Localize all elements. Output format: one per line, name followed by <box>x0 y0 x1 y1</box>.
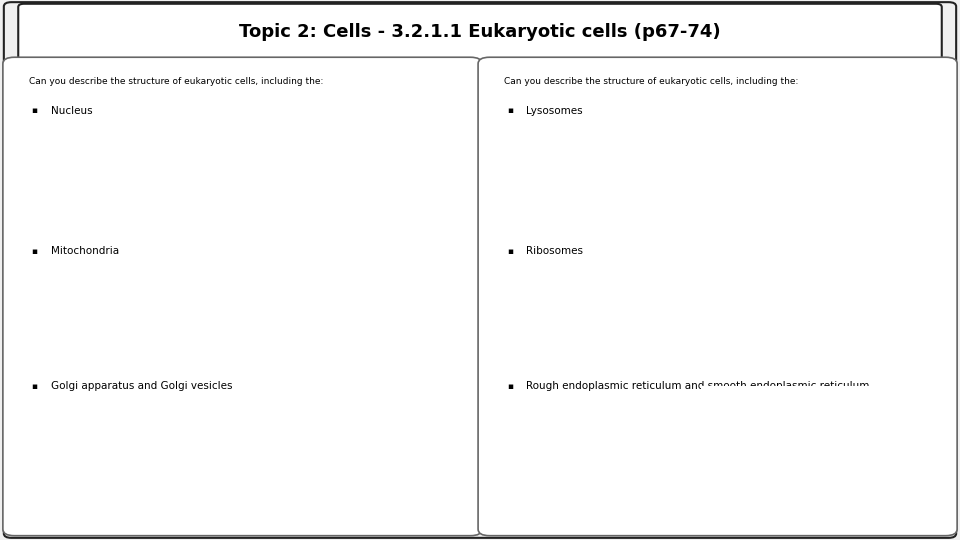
FancyBboxPatch shape <box>715 92 922 230</box>
FancyBboxPatch shape <box>701 386 926 513</box>
Text: Mitochondria: Mitochondria <box>51 246 119 256</box>
Text: ▪: ▪ <box>507 106 513 115</box>
Text: Rough endoplasmic reticulum and smooth endoplasmic reticulum: Rough endoplasmic reticulum and smooth e… <box>526 381 870 391</box>
Text: ▪: ▪ <box>32 382 37 390</box>
FancyBboxPatch shape <box>245 108 451 270</box>
FancyBboxPatch shape <box>3 57 482 536</box>
Text: ▪: ▪ <box>507 382 513 390</box>
FancyBboxPatch shape <box>317 418 427 521</box>
FancyBboxPatch shape <box>206 418 307 521</box>
FancyBboxPatch shape <box>478 57 957 536</box>
FancyBboxPatch shape <box>245 281 451 400</box>
Text: Can you describe the structure of eukaryotic cells, including the:: Can you describe the structure of eukary… <box>29 77 324 86</box>
FancyBboxPatch shape <box>18 4 942 60</box>
Text: ▪: ▪ <box>32 247 37 255</box>
Text: Golgi apparatus and Golgi vesicles: Golgi apparatus and Golgi vesicles <box>51 381 232 391</box>
FancyBboxPatch shape <box>4 2 956 538</box>
Text: Can you describe the structure of eukaryotic cells, including the:: Can you describe the structure of eukary… <box>504 77 799 86</box>
Text: Ribosomes: Ribosomes <box>526 246 583 256</box>
FancyBboxPatch shape <box>696 256 931 359</box>
Text: Lysosomes: Lysosomes <box>526 106 583 116</box>
Text: Nucleus: Nucleus <box>51 106 92 116</box>
Text: Topic 2: Cells - 3.2.1.1 Eukaryotic cells (p67-74): Topic 2: Cells - 3.2.1.1 Eukaryotic cell… <box>239 23 721 41</box>
Text: ▪: ▪ <box>507 247 513 255</box>
Text: ▪: ▪ <box>32 106 37 115</box>
